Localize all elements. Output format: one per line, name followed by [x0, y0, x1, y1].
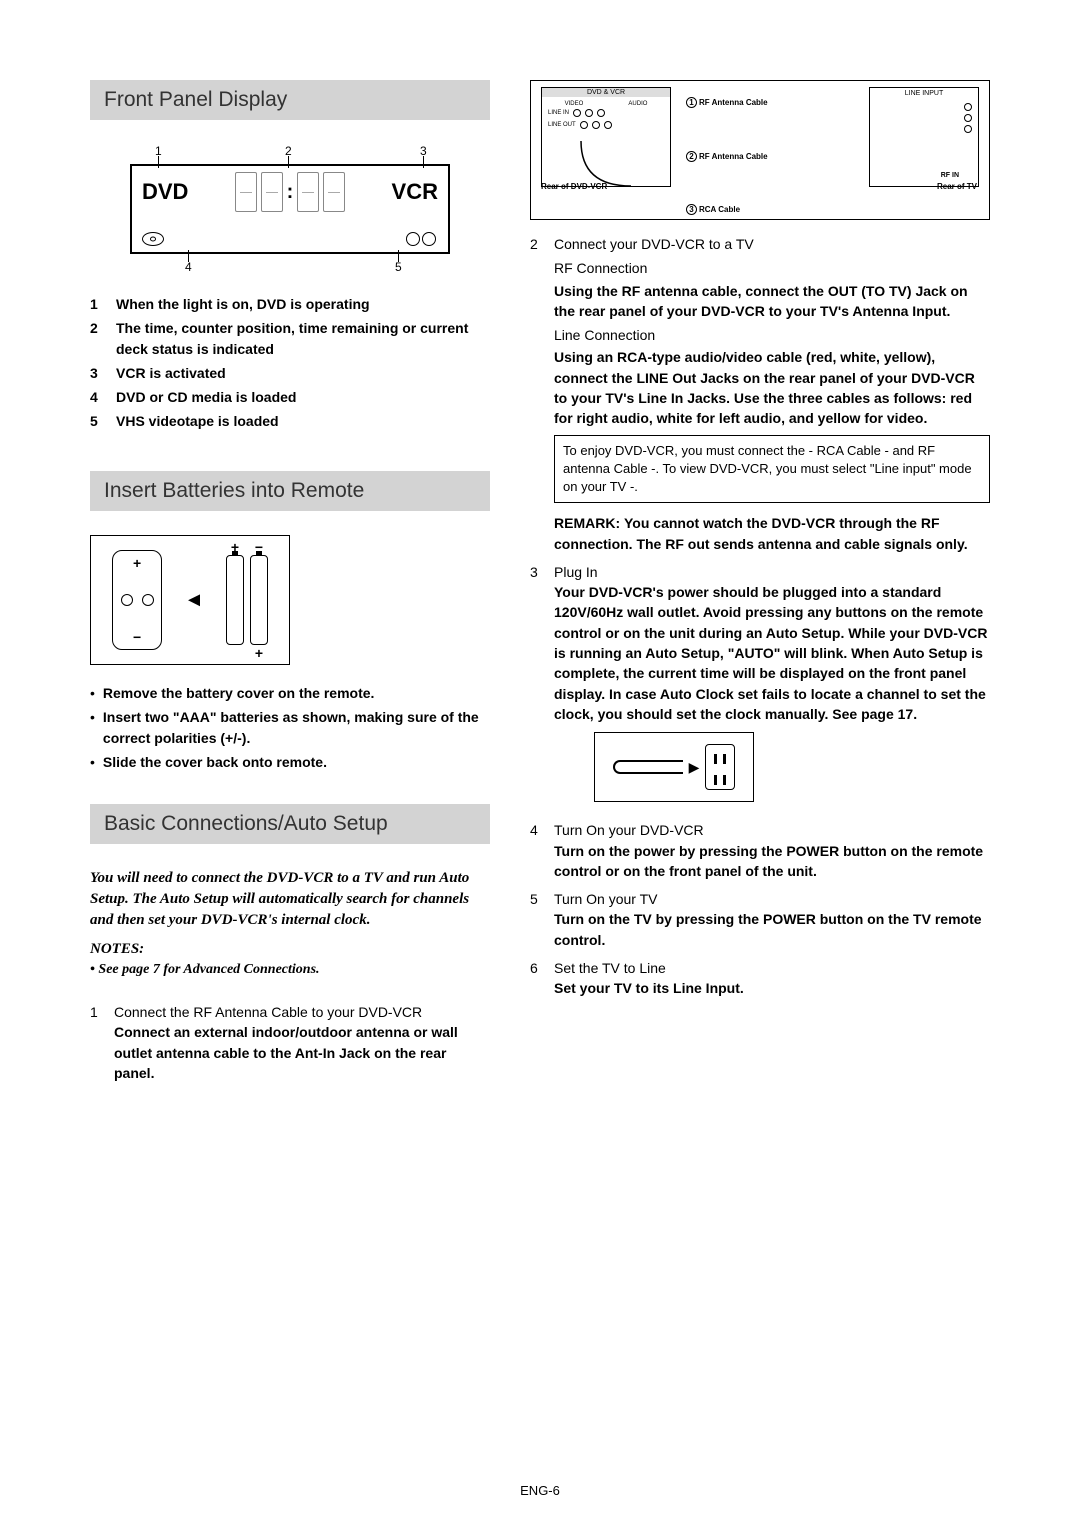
- battery-diagram: + − ◄ + − +: [90, 535, 290, 665]
- notes-item: • See page 7 for Advanced Connections.: [90, 962, 490, 978]
- section-header-basic-conn: Basic Connections/Auto Setup: [90, 804, 490, 844]
- callout-4: 4: [185, 260, 192, 274]
- right-step-2: 2 Connect your DVD-VCR to a TV RF Connec…: [530, 234, 990, 554]
- right-step-6: 6 Set the TV to Line Set your TV to its …: [530, 958, 990, 999]
- plug-diagram: ▶: [594, 732, 754, 802]
- disc-icon: [142, 232, 164, 246]
- right-step-3: 3 Plug In Your DVD-VCR's power should be…: [530, 562, 990, 812]
- display-vcr-label: VCR: [392, 179, 438, 205]
- left-step-1: 1 Connect the RF Antenna Cable to your D…: [90, 1002, 490, 1083]
- page-number: ENG-6: [520, 1483, 560, 1498]
- connection-diagram: DVD & VCR VIDEOAUDIO LINE IN LINE OUT: [530, 80, 990, 220]
- notes-label: NOTES:: [90, 941, 490, 958]
- tape-icon: [406, 232, 438, 246]
- section-header-batteries: Insert Batteries into Remote: [90, 471, 490, 511]
- front-panel-legend: 1When the light is on, DVD is operating …: [90, 294, 490, 432]
- conn-intro: You will need to connect the DVD-VCR to …: [90, 868, 490, 931]
- front-panel-diagram: 1 2 3 4 5 DVD : VCR: [130, 144, 450, 274]
- right-step-5: 5 Turn On your TV Turn on the TV by pres…: [530, 889, 990, 950]
- right-step-4: 4 Turn On your DVD-VCR Turn on the power…: [530, 820, 990, 881]
- note-box: To enjoy DVD-VCR, you must connect the -…: [554, 435, 990, 504]
- callout-5: 5: [395, 260, 402, 274]
- display-dvd-label: DVD: [142, 179, 188, 205]
- battery-instructions: •Remove the battery cover on the remote.…: [90, 683, 490, 773]
- section-header-front-panel: Front Panel Display: [90, 80, 490, 120]
- arrow-icon: ◄: [184, 589, 204, 612]
